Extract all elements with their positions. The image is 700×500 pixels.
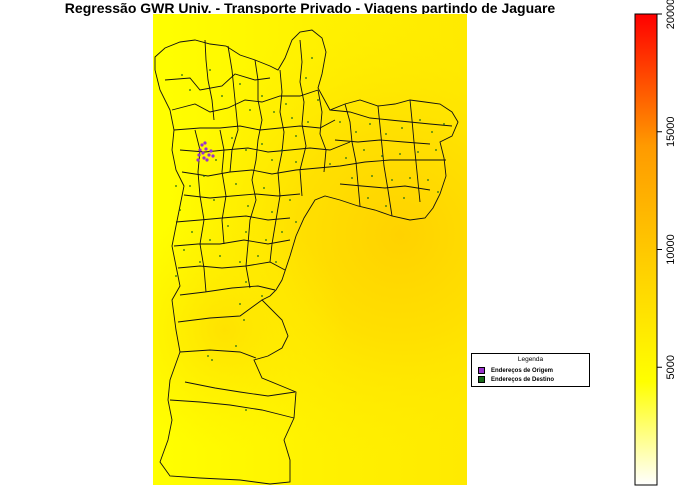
color-scale: 5000 10000 15000 20000 (634, 0, 677, 486)
map-area (153, 14, 467, 485)
origin-points (196, 141, 215, 162)
color-scale-ticks: 5000 10000 15000 20000 (657, 0, 677, 379)
destination-swatch (478, 376, 485, 383)
legend-item-destination-label: Endereços de Destino (491, 376, 555, 383)
origin-swatch (478, 367, 485, 374)
legend-item-origin-label: Endereços de Origem (491, 367, 554, 374)
district-boundaries (154, 29, 459, 485)
legend-title: Legenda (517, 356, 544, 363)
municipality-outline (154, 29, 459, 485)
legend: Legenda Endereços de Origem Endereços de… (471, 353, 590, 387)
map-title: Regressão GWR Univ. - Transporte Privado… (64, 0, 556, 16)
legend-item-origin: Endereços de Origem (478, 367, 553, 374)
scale-tick-label-15000: 15000 (665, 116, 677, 147)
scale-tick-label-10000: 10000 (665, 234, 677, 265)
scale-tick-label-5000: 5000 (665, 355, 677, 379)
heatmap-surface (153, 14, 467, 485)
destination-points (175, 57, 445, 411)
legend-item-destination: Endereços de Destino (478, 376, 554, 383)
scale-tick-label-20000: 20000 (665, 0, 677, 29)
color-scale-bar (634, 13, 658, 486)
